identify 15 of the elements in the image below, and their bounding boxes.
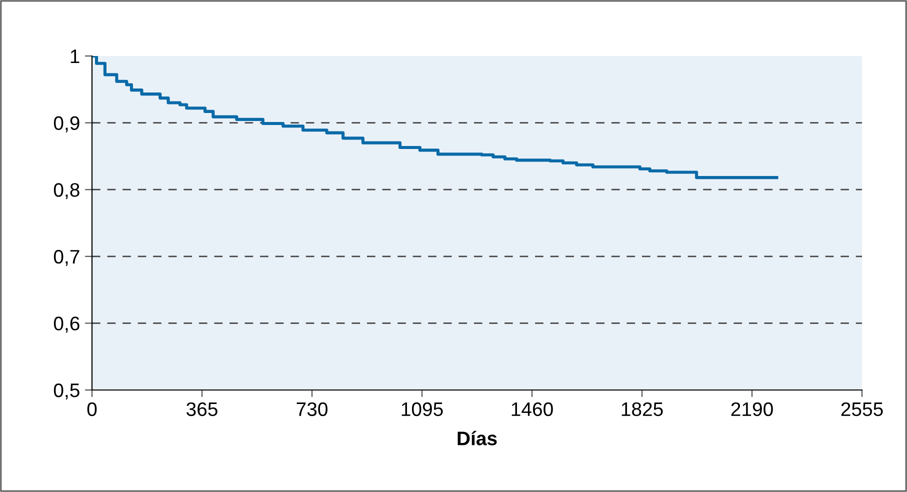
x-tick-label: 730 bbox=[296, 402, 328, 416]
y-tick-label: 0,8 bbox=[54, 183, 80, 200]
x-tick-label: 1825 bbox=[622, 402, 663, 416]
x-tick-label: 2190 bbox=[731, 402, 773, 416]
y-tick-label: 0,9 bbox=[54, 116, 80, 132]
y-tick-label: 0,7 bbox=[54, 250, 80, 266]
y-tick-label: 0,6 bbox=[54, 316, 80, 333]
x-axis-title: Días bbox=[458, 430, 497, 446]
x-tick-label: 1095 bbox=[402, 402, 443, 416]
x-tick-label: 2555 bbox=[841, 402, 883, 416]
y-tick-label: 1 bbox=[70, 50, 80, 64]
x-tick-label: 0 bbox=[87, 402, 97, 416]
y-tick-label: 0,5 bbox=[54, 383, 80, 400]
x-tick-label: 1460 bbox=[512, 402, 553, 416]
x-tick-label: 365 bbox=[186, 402, 218, 416]
